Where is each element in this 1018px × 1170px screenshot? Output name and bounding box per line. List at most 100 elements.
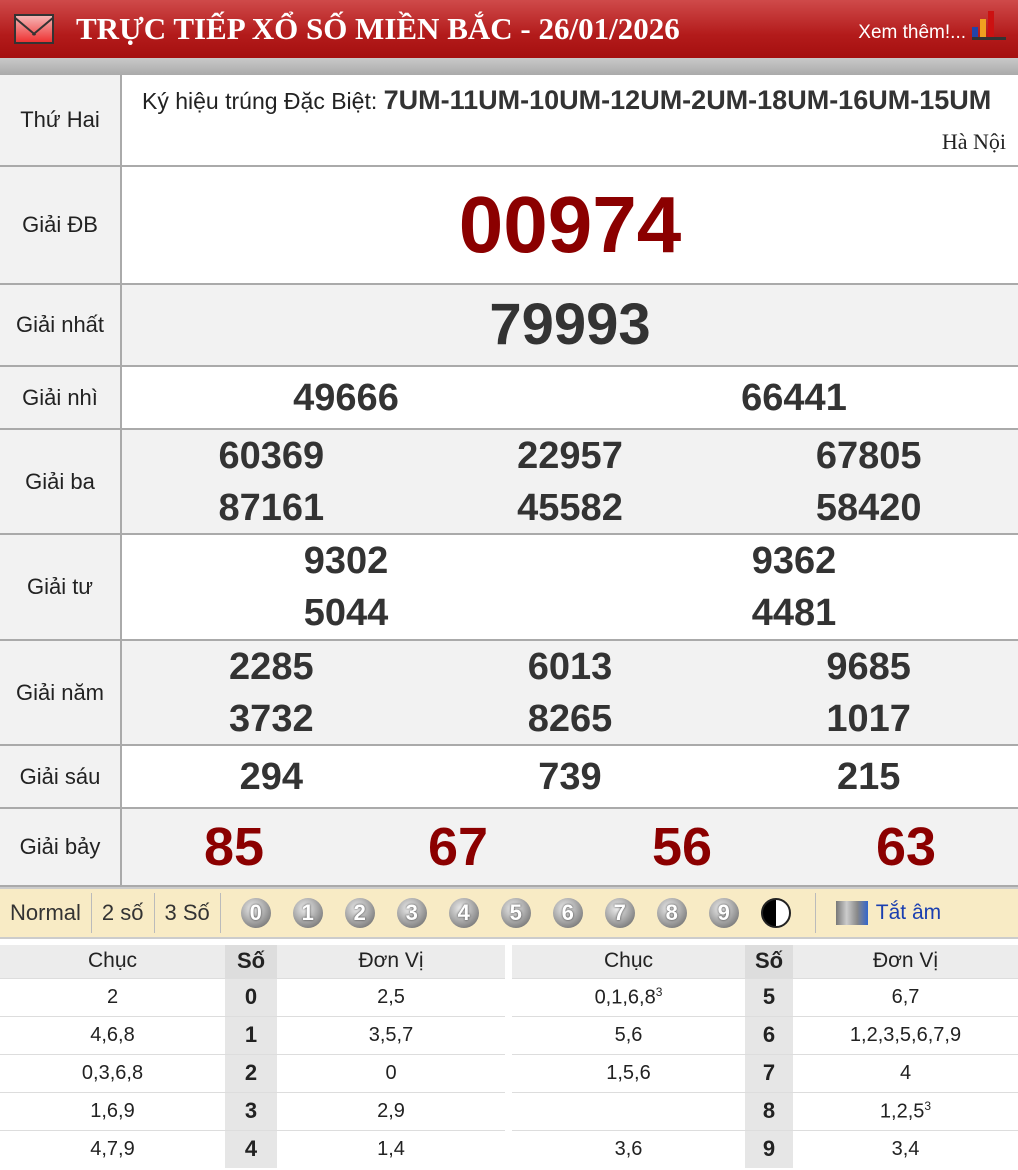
loto-row: 3,6 9 3,4 bbox=[512, 1129, 1018, 1168]
digit-ball-1[interactable]: 1 bbox=[292, 898, 323, 928]
separator bbox=[219, 893, 221, 933]
separator bbox=[814, 893, 816, 933]
chart-icon[interactable] bbox=[972, 11, 1006, 40]
prize-label: Giải bảy bbox=[0, 809, 122, 885]
loto-table-right: Chục Số Đơn Vị 0,1,6,83 5 6,7 5,6 6 1,2,3,5,6,7,… bbox=[512, 945, 1018, 1168]
loto-units: 4 bbox=[793, 1053, 1018, 1092]
prize-number: 8265 bbox=[527, 697, 613, 740]
page-title: TRỰC TIẾP XỔ SỐ MIỀN BẮC - 26/01/2026 bbox=[76, 11, 680, 46]
loto-header-row: Chục Số Đơn Vị bbox=[0, 945, 505, 978]
mail-icon bbox=[14, 14, 54, 44]
city-label: Hà Nội bbox=[941, 129, 1006, 154]
prize-label: Giải sáu bbox=[0, 746, 122, 807]
loto-head-digit: 2 bbox=[225, 1053, 277, 1092]
digit-ball-8[interactable]: 8 bbox=[656, 898, 687, 928]
loto-row: 4,7,9 4 1,4 bbox=[0, 1129, 505, 1168]
digit-ball-5[interactable]: 5 bbox=[500, 898, 531, 928]
loto-units: 0 bbox=[277, 1053, 505, 1092]
prize-row: Giải sáu 294 739 215 bbox=[0, 746, 1018, 809]
digit-ball-9[interactable]: 9 bbox=[708, 898, 739, 928]
loto-header: Chục bbox=[512, 945, 745, 978]
prize-row: Giải ĐB 00974 bbox=[0, 167, 1018, 285]
digit-ball-6[interactable]: 6 bbox=[552, 898, 583, 928]
prize-number: 85 bbox=[203, 817, 265, 877]
prize-number: 63 bbox=[875, 817, 937, 877]
divider-bar bbox=[0, 58, 1018, 75]
loto-tens: 4,7,9 bbox=[0, 1129, 225, 1168]
loto-units: 6,7 bbox=[793, 977, 1018, 1016]
mode-0[interactable]: Normal bbox=[10, 900, 81, 925]
header-bar: TRỰC TIẾP XỔ SỐ MIỀN BẮC - 26/01/2026 Xe… bbox=[0, 0, 1018, 58]
prize-numbers: 79993 bbox=[122, 285, 1018, 365]
prize-number: 49666 bbox=[293, 376, 399, 419]
info-row: Thứ Hai Ký hiệu trúng Đặc Biệt: 7UM-11UM… bbox=[0, 75, 1018, 167]
loto-table-left: Chục Số Đơn Vị 2 0 2,5 4,6,8 1 3,5,7 0,3,6,8 2 0 1,6… bbox=[0, 945, 505, 1168]
digit-ball-0[interactable]: 0 bbox=[240, 898, 271, 928]
prize-row: Giải bảy 85 67 56 63 bbox=[0, 809, 1018, 887]
prize-number: 66441 bbox=[741, 376, 847, 419]
loto-units: 3,5,7 bbox=[277, 1015, 505, 1054]
prize-numbers: 9302 9362 5044 4481 bbox=[122, 535, 1018, 639]
code-label: Ký hiệu trúng Đặc Biệt: bbox=[142, 88, 378, 114]
code-value: 7UM-11UM-10UM-12UM-2UM-18UM-16UM-15UM bbox=[383, 85, 992, 115]
prize-number: 60369 bbox=[218, 434, 325, 477]
loto-count: 3 bbox=[924, 1098, 932, 1113]
loto-row: 2 0 2,5 bbox=[0, 977, 505, 1016]
prize-numbers: 60369 22957 67805 87161 45582 58420 bbox=[122, 430, 1018, 533]
toolbar: Normal 2 số 3 Số 0 1 2 3 4 5 6 7 8 9 Tắt âm bbox=[0, 887, 1018, 939]
digit-ball-7[interactable]: 7 bbox=[604, 898, 635, 928]
prize-label: Giải năm bbox=[0, 641, 122, 744]
prize-row: Giải tư 9302 9362 5044 4481 bbox=[0, 535, 1018, 641]
prize-number: 9685 bbox=[826, 645, 911, 688]
loto-row: 0,3,6,8 2 0 bbox=[0, 1053, 505, 1092]
prize-number: 739 bbox=[538, 755, 602, 798]
loto-header: Số bbox=[225, 945, 277, 978]
mute-button[interactable]: Tắt âm bbox=[875, 901, 942, 924]
prize-row: Giải nhì 49666 66441 bbox=[0, 367, 1018, 430]
loto-tens: 0,1,6,83 bbox=[512, 977, 745, 1016]
loto-count: 3 bbox=[655, 984, 663, 999]
loto-tens: 5,6 bbox=[512, 1015, 745, 1054]
loto-header: Đơn Vị bbox=[277, 945, 505, 978]
loto-row: 8 1,2,53 bbox=[512, 1091, 1018, 1130]
digit-ball-2[interactable]: 2 bbox=[344, 898, 375, 928]
prize-number: 9302 bbox=[303, 540, 389, 582]
prize-number: 4481 bbox=[751, 592, 837, 634]
prize-number: 58420 bbox=[815, 486, 922, 529]
loto-head-digit: 8 bbox=[745, 1091, 793, 1130]
separator bbox=[153, 893, 155, 933]
prize-table: Giải ĐB 00974 Giải nhất 79993 Giải nhì 49666 6… bbox=[0, 167, 1018, 887]
loto-units: 2,9 bbox=[277, 1091, 505, 1130]
loto-head-digit: 3 bbox=[225, 1091, 277, 1130]
prize-label: Giải tư bbox=[0, 535, 122, 639]
yin-yang-icon[interactable] bbox=[760, 898, 791, 928]
loto-head-digit: 9 bbox=[745, 1129, 793, 1168]
loto-header: Số bbox=[745, 945, 793, 978]
loto-units: 3,4 bbox=[793, 1129, 1018, 1168]
digit-ball-4[interactable]: 4 bbox=[448, 898, 479, 928]
mode-1[interactable]: 2 số bbox=[101, 900, 144, 925]
speaker-icon[interactable] bbox=[835, 901, 868, 925]
prize-number: 56 bbox=[651, 817, 713, 877]
prize-label: Giải ba bbox=[0, 430, 122, 533]
loto-row: 4,6,8 1 3,5,7 bbox=[0, 1015, 505, 1054]
prize-number: 215 bbox=[836, 755, 901, 798]
digit-ball-3[interactable]: 3 bbox=[396, 898, 427, 928]
prize-number: 6013 bbox=[527, 645, 613, 688]
mode-2[interactable]: 3 Số bbox=[164, 900, 210, 925]
loto-tens: 1,6,9 bbox=[0, 1091, 225, 1130]
loto-tens: 3,6 bbox=[512, 1129, 745, 1168]
prize-number: 1017 bbox=[826, 697, 911, 740]
loto-tens: 2 bbox=[0, 977, 225, 1016]
prize-number: 9362 bbox=[751, 540, 837, 582]
loto-head-digit: 5 bbox=[745, 977, 793, 1016]
see-more-link[interactable]: Xem thêm!... bbox=[858, 22, 966, 43]
prize-number: 3732 bbox=[229, 697, 314, 740]
prize-number: 79993 bbox=[489, 292, 651, 357]
loto-units: 2,5 bbox=[277, 977, 505, 1016]
loto-units: 1,4 bbox=[277, 1129, 505, 1168]
loto-head-digit: 0 bbox=[225, 977, 277, 1016]
loto-head-digit: 6 bbox=[745, 1015, 793, 1054]
prize-number: 67805 bbox=[815, 434, 922, 477]
loto-header-row: Chục Số Đơn Vị bbox=[512, 945, 1018, 978]
